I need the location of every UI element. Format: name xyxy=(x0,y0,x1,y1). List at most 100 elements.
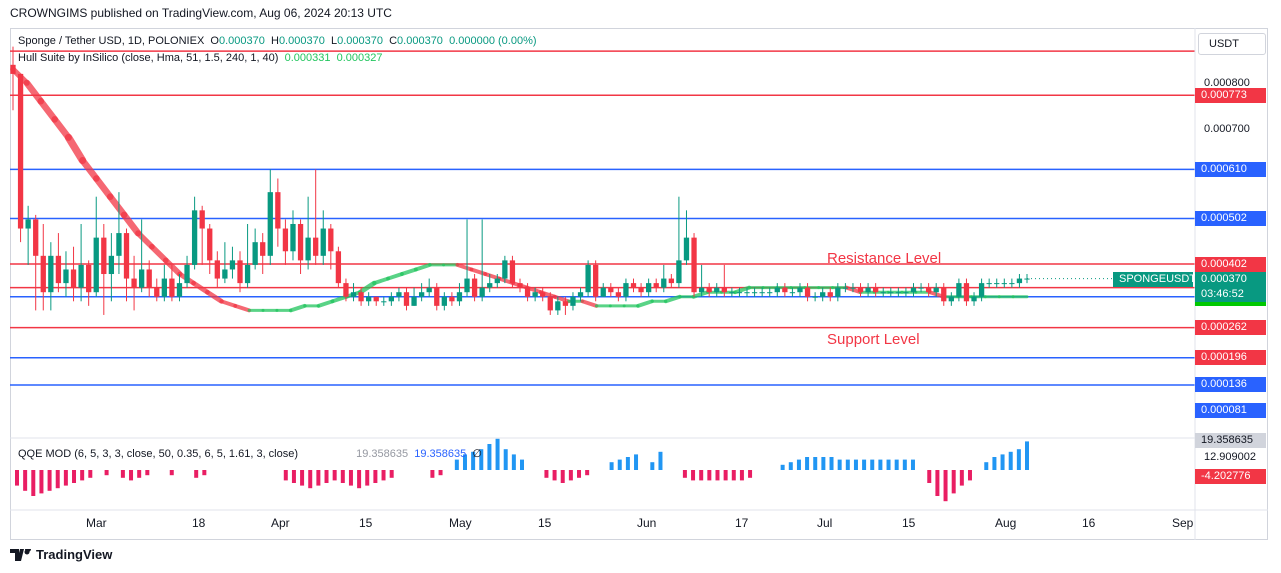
qqe-bar xyxy=(568,470,573,481)
qqe-bar xyxy=(308,470,313,489)
chart-frame[interactable] xyxy=(10,28,1268,540)
candle-body xyxy=(70,269,77,288)
hull-segment xyxy=(149,243,169,264)
candle-body xyxy=(305,237,311,261)
hull-segment xyxy=(455,262,474,272)
candle-body xyxy=(479,287,485,297)
hull-segment xyxy=(330,294,349,304)
low-value: 0.000370 xyxy=(337,35,383,47)
candle-body xyxy=(93,237,99,293)
qqe-value-1: 19.358635 xyxy=(356,448,409,460)
hull-value-2: 0.000327 xyxy=(336,52,383,64)
qqe-negative-tag: -4.202776 xyxy=(1195,469,1266,484)
qqe-bar xyxy=(454,459,459,470)
qqe-bar xyxy=(910,459,915,470)
qqe-bar xyxy=(878,459,883,470)
candle-body xyxy=(827,292,833,297)
currency-selector[interactable]: USDT xyxy=(1198,33,1266,55)
candle-body xyxy=(789,292,796,294)
candle-body xyxy=(698,287,705,293)
open-value: 0.000370 xyxy=(218,35,265,47)
x-axis-label: Sep xyxy=(1172,516,1194,530)
qqe-bar xyxy=(169,470,174,476)
price-tag: 0.000262 xyxy=(1195,320,1266,336)
candle-body xyxy=(963,283,970,302)
x-axis-label: 15 xyxy=(359,516,373,530)
tradingview-footer[interactable]: TradingView xyxy=(10,547,112,562)
hull-segment xyxy=(372,276,390,286)
candle-body xyxy=(48,255,54,293)
qqe-bar xyxy=(707,470,712,481)
candlesticks xyxy=(10,46,1030,315)
candle-body xyxy=(850,287,856,289)
candle-body xyxy=(835,287,841,297)
qqe-bar xyxy=(31,470,36,496)
qqe-bar xyxy=(194,470,199,478)
candle-body xyxy=(199,210,205,229)
qqe-mid-label: 12.909002 xyxy=(1204,451,1256,463)
hull-segment xyxy=(288,303,307,313)
candle-body xyxy=(237,260,243,284)
hull-segment xyxy=(135,230,155,250)
candle-body xyxy=(214,260,220,279)
candle-body xyxy=(804,287,811,297)
high-label: H xyxy=(270,35,279,47)
candle-body xyxy=(812,296,818,298)
qqe-bar xyxy=(511,454,516,470)
qqe-bar xyxy=(731,470,736,481)
candle-body xyxy=(540,292,546,297)
hull-segment xyxy=(37,97,58,123)
qqe-bar xyxy=(544,470,549,478)
qqe-bar xyxy=(88,470,93,478)
candle-body xyxy=(260,242,266,256)
candle-body xyxy=(335,251,342,284)
x-axis-label: Apr xyxy=(271,516,290,530)
candle-body xyxy=(994,283,1000,285)
qqe-bar xyxy=(845,459,850,470)
high-value: 0.000370 xyxy=(278,35,325,47)
candle-body xyxy=(782,287,788,293)
qqe-bar xyxy=(699,470,704,481)
symbol-legend: Sponge / Tether USD, 1D, POLONIEX O0.000… xyxy=(18,35,537,47)
candle-body xyxy=(751,292,758,294)
qqe-bar xyxy=(39,470,44,494)
candle-body xyxy=(706,287,712,293)
qqe-bar xyxy=(381,470,386,481)
symbol-price-tag: SPONGEUSDT xyxy=(1113,272,1196,287)
candle-body xyxy=(971,296,977,302)
candle-body xyxy=(502,260,508,279)
hull-segment xyxy=(386,272,404,281)
candle-body xyxy=(366,296,372,302)
candle-body xyxy=(108,255,115,275)
candle-body xyxy=(441,296,447,306)
candle-body xyxy=(638,287,644,293)
qqe-bar xyxy=(487,444,492,470)
qqe-bar xyxy=(943,470,948,502)
candle-body xyxy=(630,283,637,288)
candle-body xyxy=(138,269,145,288)
qqe-bar xyxy=(691,470,696,481)
candle-body xyxy=(668,278,674,284)
qqe-bar xyxy=(479,449,484,470)
qqe-bar xyxy=(658,451,663,470)
candle-body xyxy=(176,283,183,297)
candle-body xyxy=(721,287,727,293)
qqe-bar xyxy=(780,464,785,470)
qqe-bar xyxy=(120,470,125,478)
qqe-bar xyxy=(316,470,321,486)
candle-body xyxy=(101,237,107,275)
candle-body xyxy=(986,283,992,285)
qqe-value-2: 19.358635 xyxy=(414,448,467,460)
hull-segment xyxy=(691,290,710,299)
candle-body xyxy=(131,278,137,288)
hull-segment xyxy=(663,294,682,304)
qqe-bar xyxy=(495,438,500,470)
qqe-bar xyxy=(625,457,630,470)
qqe-bar xyxy=(634,454,639,470)
candle-body xyxy=(123,233,130,279)
candle-body xyxy=(86,264,92,293)
qqe-bar xyxy=(63,470,68,486)
candle-body xyxy=(918,287,924,289)
candle-body xyxy=(524,287,531,297)
